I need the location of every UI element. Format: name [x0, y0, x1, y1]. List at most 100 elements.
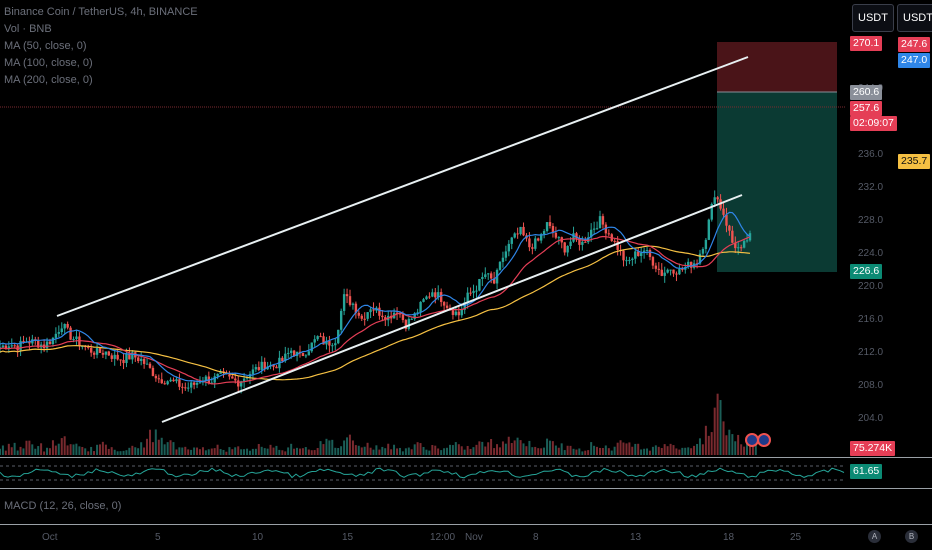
candle-body[interactable]	[739, 247, 743, 249]
candle-body[interactable]	[148, 363, 152, 368]
candle-body[interactable]	[713, 197, 716, 204]
candle-body[interactable]	[651, 257, 655, 266]
candle-body[interactable]	[595, 228, 599, 230]
candle-body[interactable]	[639, 252, 643, 257]
candle-body[interactable]	[128, 353, 131, 360]
candle-body[interactable]	[672, 269, 675, 274]
candle-body[interactable]	[469, 292, 472, 294]
candle-body[interactable]	[263, 361, 266, 370]
candle-body[interactable]	[551, 225, 555, 233]
candle-body[interactable]	[678, 268, 681, 275]
candle-body[interactable]	[439, 292, 443, 303]
candle-body[interactable]	[51, 337, 55, 345]
candle-body[interactable]	[245, 377, 249, 379]
candle-body[interactable]	[434, 292, 437, 298]
candle-body[interactable]	[342, 294, 346, 311]
candle-body[interactable]	[357, 312, 361, 316]
candle-body[interactable]	[48, 341, 52, 345]
currency-button-secondary[interactable]: USDT	[897, 4, 932, 32]
candle-body[interactable]	[657, 268, 661, 270]
candle-body[interactable]	[251, 369, 255, 375]
candle-body[interactable]	[22, 340, 25, 342]
candle-body[interactable]	[622, 250, 625, 261]
candle-body[interactable]	[539, 234, 543, 241]
event-marker-icon[interactable]	[745, 433, 759, 447]
candle-body[interactable]	[4, 345, 8, 349]
candle-body[interactable]	[1, 345, 5, 348]
candle-body[interactable]	[666, 269, 669, 273]
candle-body[interactable]	[242, 378, 246, 382]
candle-body[interactable]	[369, 309, 372, 313]
candle-body[interactable]	[254, 367, 258, 370]
candle-body[interactable]	[231, 376, 234, 379]
candle-body[interactable]	[437, 292, 440, 298]
candle-body[interactable]	[122, 359, 125, 364]
candle-body[interactable]	[189, 382, 193, 388]
candle-body[interactable]	[345, 294, 349, 297]
candle-body[interactable]	[531, 247, 534, 249]
candle-body[interactable]	[154, 375, 158, 379]
candle-body[interactable]	[10, 345, 13, 347]
candle-body[interactable]	[737, 247, 740, 249]
candle-body[interactable]	[157, 378, 161, 380]
candle-body[interactable]	[701, 248, 705, 254]
volume-legend[interactable]: Vol · BNB	[4, 23, 52, 35]
candle-body[interactable]	[519, 226, 522, 235]
candle-body[interactable]	[54, 333, 58, 338]
candle-body[interactable]	[195, 382, 199, 385]
candle-body[interactable]	[445, 305, 449, 308]
candle-body[interactable]	[645, 250, 649, 252]
candle-body[interactable]	[325, 340, 328, 345]
candle-body[interactable]	[366, 312, 369, 319]
candle-body[interactable]	[307, 351, 311, 356]
candle-body[interactable]	[489, 273, 493, 279]
candle-body[interactable]	[481, 277, 484, 279]
candle-body[interactable]	[119, 359, 122, 361]
candle-body[interactable]	[257, 367, 261, 370]
candle-body[interactable]	[175, 379, 178, 382]
candle-body[interactable]	[725, 214, 728, 226]
candle-body[interactable]	[569, 241, 572, 247]
candle-body[interactable]	[87, 346, 90, 348]
candle-body[interactable]	[507, 243, 511, 252]
candle-body[interactable]	[237, 380, 240, 387]
candle-body[interactable]	[328, 340, 331, 346]
candle-body[interactable]	[101, 352, 105, 355]
candle-body[interactable]	[460, 309, 463, 316]
candle-body[interactable]	[534, 238, 537, 249]
symbol-title[interactable]: Binance Coin / TetherUS, 4h, BINANCE	[4, 6, 198, 18]
candle-body[interactable]	[734, 242, 737, 249]
candle-body[interactable]	[7, 346, 11, 349]
candle-body[interactable]	[413, 313, 416, 319]
candle-body[interactable]	[575, 233, 578, 239]
candle-body[interactable]	[63, 323, 66, 329]
candle-body[interactable]	[572, 233, 575, 242]
candle-body[interactable]	[728, 225, 731, 231]
candle-body[interactable]	[581, 241, 584, 245]
log-scale-button[interactable]: B	[905, 530, 918, 543]
candle-body[interactable]	[239, 381, 243, 387]
candle-body[interactable]	[113, 354, 116, 359]
event-marker-icon[interactable]	[757, 433, 771, 447]
candle-body[interactable]	[498, 261, 502, 270]
candle-body[interactable]	[92, 352, 96, 355]
candle-body[interactable]	[110, 355, 113, 359]
candle-body[interactable]	[589, 229, 593, 238]
ma50-legend[interactable]: MA (50, close, 0)	[4, 40, 87, 52]
candle-body[interactable]	[187, 387, 190, 389]
candle-body[interactable]	[166, 381, 169, 385]
candle-body[interactable]	[401, 314, 405, 321]
candle-body[interactable]	[454, 311, 458, 315]
candle-body[interactable]	[198, 382, 202, 384]
candle-body[interactable]	[407, 318, 411, 329]
ma-50-line[interactable]	[0, 211, 751, 383]
candle-body[interactable]	[139, 358, 143, 362]
candle-body[interactable]	[704, 239, 708, 249]
candle-body[interactable]	[322, 336, 325, 345]
stop-loss-zone[interactable]	[717, 42, 837, 92]
candle-body[interactable]	[416, 312, 419, 314]
pane-separator[interactable]	[0, 488, 932, 489]
candle-body[interactable]	[716, 197, 719, 200]
candle-body[interactable]	[663, 272, 666, 276]
candle-body[interactable]	[351, 303, 355, 305]
